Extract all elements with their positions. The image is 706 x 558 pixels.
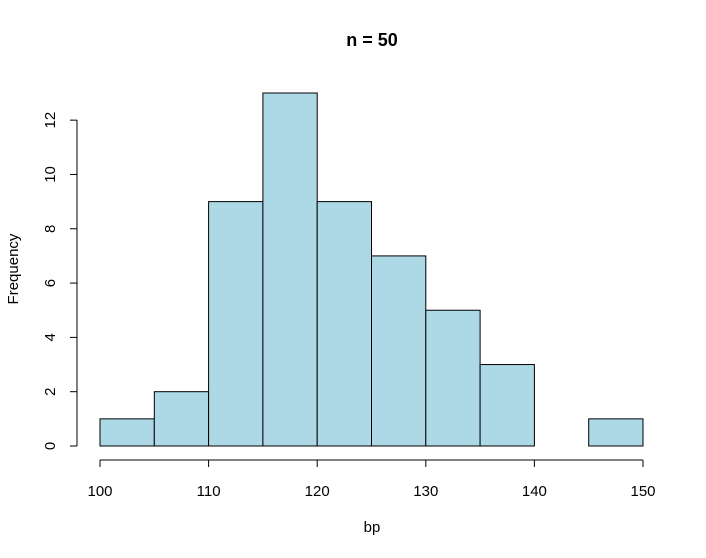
x-tick-label-120: 120 <box>305 483 330 500</box>
y-tick-label-10: 10 <box>42 166 59 183</box>
bar-110-115 <box>208 201 264 447</box>
y-tick-label-12: 12 <box>42 112 59 129</box>
y-tick-label-4: 4 <box>42 333 59 341</box>
bar-130-135 <box>425 309 481 447</box>
x-axis-label: bp <box>364 519 381 536</box>
y-tick-label-8: 8 <box>42 225 59 233</box>
y-tick-label-6: 6 <box>42 279 59 287</box>
y-tick-label-0: 0 <box>42 442 59 450</box>
bar-135-140 <box>479 364 535 447</box>
x-tick-label-110: 110 <box>197 483 221 500</box>
bar-100-105 <box>99 418 155 447</box>
x-tick-label-140: 140 <box>522 483 547 500</box>
x-tick-label-130: 130 <box>413 483 438 500</box>
bar-105-110 <box>153 391 210 447</box>
chart-title: n = 50 <box>346 30 398 50</box>
x-tick-label-150: 150 <box>630 483 655 500</box>
y-axis-label: Frequency <box>5 233 22 304</box>
bar-125-130 <box>371 255 427 447</box>
bar-120-125 <box>316 201 373 447</box>
y-tick-label-2: 2 <box>42 388 59 396</box>
bar-115-120 <box>262 92 318 447</box>
x-axis: 100 110 120 130 140 150 <box>87 459 656 500</box>
bar-145-150 <box>588 418 644 447</box>
bars-group <box>99 92 644 447</box>
y-axis: 0 2 4 6 8 10 12 <box>42 112 78 450</box>
x-tick-label-100: 100 <box>87 483 112 500</box>
